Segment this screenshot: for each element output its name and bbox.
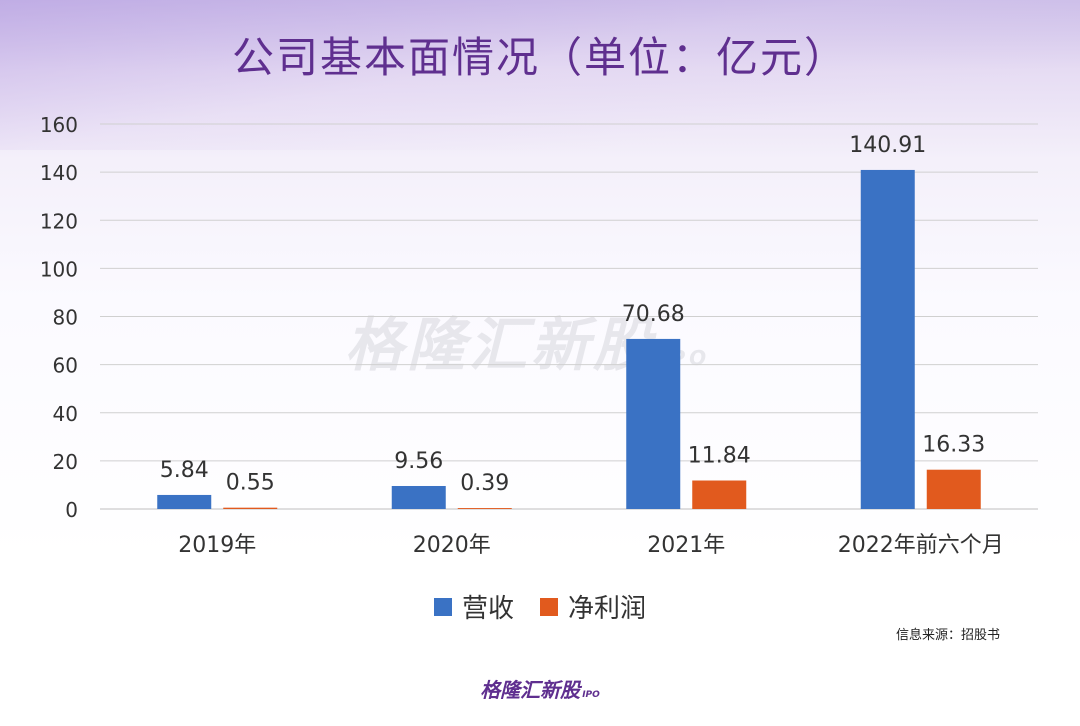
y-tick-label: 40	[53, 402, 78, 426]
data-label-profit: 0.39	[460, 471, 509, 496]
x-tick-label: 2020年	[413, 533, 491, 558]
bar-revenue	[860, 169, 915, 510]
y-axis-labels: 0 20 40 60 80 100 120 140 160	[40, 113, 78, 522]
data-label-revenue: 9.56	[394, 449, 443, 474]
chart-title: 公司基本面情况（单位：亿元）	[231, 33, 848, 82]
footer-logo-text: 格隆汇新股	[480, 678, 581, 702]
y-tick-label: 160	[40, 113, 78, 137]
header-band	[0, 0, 1080, 150]
data-label-revenue: 140.91	[849, 133, 926, 158]
watermark-logo: 格隆汇新股 IPO	[345, 298, 710, 382]
watermark-text: 格隆汇新股	[345, 311, 656, 379]
data-label-profit: 16.33	[922, 433, 985, 458]
legend-item-revenue: 营收	[433, 588, 514, 625]
data-labels: 5.84 0.55 9.56 0.39 70.68 11.84 140.91 16.33	[160, 133, 985, 496]
bar-profit	[692, 480, 747, 509]
data-label-profit: 0.55	[226, 471, 275, 496]
footer-logo: 格隆汇新股 IPO	[0, 674, 1080, 703]
x-tick-label: 2021年	[647, 533, 725, 558]
bar-profit	[223, 507, 278, 509]
legend-item-profit: 净利润	[540, 588, 646, 625]
x-tick-label: 2022年前六个月	[838, 533, 1004, 558]
y-tick-label: 20	[53, 450, 78, 474]
bar-profit	[457, 508, 512, 509]
data-label-profit: 11.84	[688, 444, 751, 469]
legend: 营收 净利润	[0, 588, 1080, 625]
bar-revenue	[157, 494, 212, 509]
y-tick-label: 80	[53, 306, 78, 330]
data-label-revenue: 70.68	[622, 302, 685, 327]
y-tick-label: 100	[40, 257, 78, 281]
bar-revenue	[391, 485, 446, 509]
bar-revenue	[626, 338, 681, 509]
x-tick-label: 2019年	[178, 533, 256, 558]
x-axis-labels: 2019年 2020年 2021年 2022年前六个月	[178, 533, 1004, 558]
bars	[157, 169, 981, 510]
y-tick-label: 60	[53, 354, 78, 378]
data-label-revenue: 5.84	[160, 458, 209, 483]
bar-profit	[926, 469, 981, 509]
source-note: 信息来源：招股书	[895, 628, 1000, 643]
y-tick-label: 140	[40, 161, 78, 185]
legend-label-profit: 净利润	[568, 594, 647, 624]
y-tick-label: 0	[65, 498, 78, 522]
legend-label-revenue: 营收	[461, 594, 514, 624]
footer-logo-sub: IPO	[582, 690, 600, 700]
legend-swatch-revenue	[433, 597, 452, 616]
legend-swatch-profit	[540, 597, 558, 616]
y-tick-label: 120	[40, 209, 78, 233]
